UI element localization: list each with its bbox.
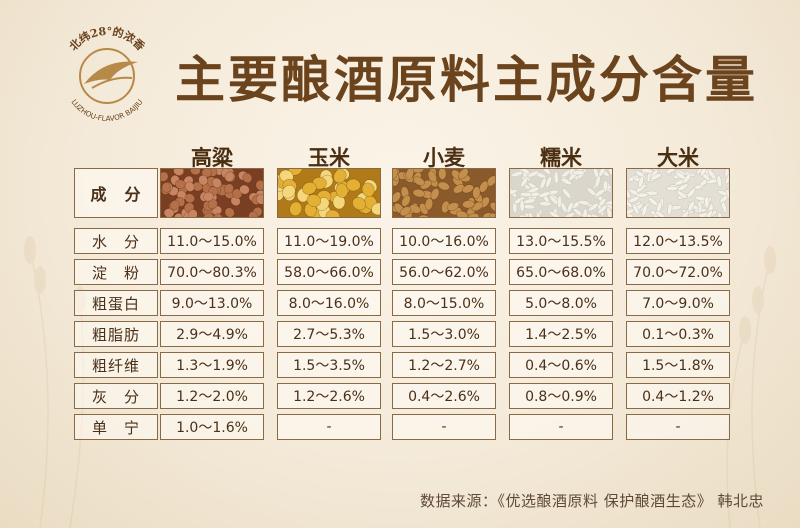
value-cell: 2.9～4.9% [160, 321, 264, 347]
rice-grains-image [626, 168, 730, 218]
glutinous-rice-grains-image [509, 168, 613, 218]
source-citation: 数据来源：《优选酿酒原料 保护酿酒生态》 韩北忠 [419, 492, 764, 510]
column-header-1: 高粱 [191, 145, 233, 170]
value-cell: 58.0～66.0% [277, 259, 381, 285]
value-cell: 0.4～0.6% [509, 352, 613, 378]
svg-text:LUZHOU-FLAVOR BAIJIU: LUZHOU-FLAVOR BAIJIU [69, 98, 144, 123]
value-cell: 8.0～15.0% [392, 290, 496, 316]
value-cell: - [509, 414, 613, 440]
brand-logo: 北纬28°的浓香 LUZHOU-FLAVOR BAIJIU [66, 24, 148, 123]
sorghum-grains-image [160, 168, 264, 218]
row-label-2: 淀 粉 [74, 259, 158, 285]
value-cell: 11.0～15.0% [160, 228, 264, 254]
row-label-6: 灰 分 [74, 383, 158, 409]
value-cell: - [277, 414, 381, 440]
value-cell: 65.0～68.0% [509, 259, 613, 285]
value-cell: 0.4～2.6% [392, 383, 496, 409]
value-cell: 9.0～13.0% [160, 290, 264, 316]
value-cell: 1.2～2.0% [160, 383, 264, 409]
logo-brand-text: LUZHOU-FLAVOR BAIJIU [69, 98, 144, 123]
row-label-1: 水 分 [74, 228, 158, 254]
value-cell: 10.0～16.0% [392, 228, 496, 254]
value-cell: 7.0～9.0% [626, 290, 730, 316]
value-cell: 1.5～3.5% [277, 352, 381, 378]
row-label-3: 粗蛋白 [74, 290, 158, 316]
corner-label-cell: 成 分 [74, 168, 158, 218]
value-cell: 8.0～16.0% [277, 290, 381, 316]
value-cell: 1.0～1.6% [160, 414, 264, 440]
value-cell: 1.3～1.9% [160, 352, 264, 378]
value-cell: 70.0～72.0% [626, 259, 730, 285]
value-cell: 1.5～1.8% [626, 352, 730, 378]
corn-kernels-image [277, 168, 381, 218]
value-cell: 1.5～3.0% [392, 321, 496, 347]
value-cell: 13.0～15.5% [509, 228, 613, 254]
row-label-5: 粗纤维 [74, 352, 158, 378]
value-cell: - [626, 414, 730, 440]
column-header-5: 大米 [657, 145, 699, 170]
value-cell: 56.0～62.0% [392, 259, 496, 285]
page-title: 主要酿酒原料主成分含量 [175, 50, 758, 109]
value-cell: 12.0～13.5% [626, 228, 730, 254]
value-cell: - [392, 414, 496, 440]
value-cell: 11.0～19.0% [277, 228, 381, 254]
row-label-7: 单 宁 [74, 414, 158, 440]
column-header-2: 玉米 [308, 145, 350, 170]
value-cell: 5.0～8.0% [509, 290, 613, 316]
value-cell: 0.4～1.2% [626, 383, 730, 409]
column-header-4: 糯米 [540, 145, 582, 170]
value-cell: 1.4～2.5% [509, 321, 613, 347]
value-cell: 2.7～5.3% [277, 321, 381, 347]
value-cell: 0.8～0.9% [509, 383, 613, 409]
row-label-4: 粗脂肪 [74, 321, 158, 347]
value-cell: 1.2～2.7% [392, 352, 496, 378]
value-cell: 0.1～0.3% [626, 321, 730, 347]
value-cell: 1.2～2.6% [277, 383, 381, 409]
value-cell: 70.0～80.3% [160, 259, 264, 285]
column-header-3: 小麦 [423, 145, 465, 170]
wheat-grains-image [392, 168, 496, 218]
